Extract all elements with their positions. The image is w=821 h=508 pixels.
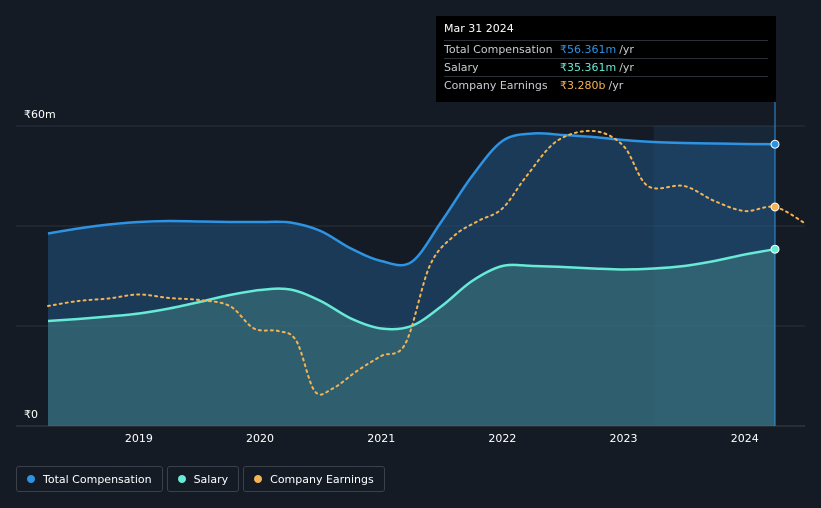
y-tick-label-bottom: ₹0	[24, 408, 38, 421]
x-tick-label: 2022	[488, 432, 516, 445]
x-tick-label: 2021	[367, 432, 395, 445]
tooltip-row-salary: Salary ₹35.361m /yr	[444, 58, 768, 76]
legend-item-total-compensation[interactable]: Total Compensation	[16, 466, 163, 492]
series-lines	[47, 129, 807, 396]
x-tick-label: 2019	[125, 432, 153, 445]
tooltip-row-label: Total Compensation	[444, 43, 553, 56]
legend-label: Total Compensation	[43, 472, 152, 486]
tooltip-row-unit: /yr	[608, 79, 624, 92]
tooltip-row-company-earnings: Company Earnings ₹3.280b /yr	[444, 76, 768, 94]
x-tick-label: 2024	[731, 432, 759, 445]
tooltip-row-value: ₹56.361m	[560, 43, 617, 56]
x-axis-ticks: 2019 2020 2021 2022 2023 2024	[125, 432, 759, 445]
y-axis-ticks: ₹60m ₹0	[24, 108, 56, 421]
tooltip-row-unit: /yr	[619, 43, 634, 56]
line-total-compensation	[47, 131, 776, 267]
x-tick-label: 2023	[610, 432, 638, 445]
legend-item-company-earnings[interactable]: Company Earnings	[243, 466, 385, 492]
tooltip-row-label: Salary	[444, 61, 479, 74]
chart-legend: Total Compensation Salary Company Earnin…	[16, 466, 385, 492]
marker-total-compensation	[770, 139, 780, 149]
tooltip-row-label: Company Earnings	[444, 79, 548, 92]
area-total-compensation	[48, 133, 775, 426]
marker-salary	[770, 244, 780, 254]
legend-dot-icon	[27, 475, 35, 483]
y-tick-label-top: ₹60m	[24, 108, 56, 121]
tooltip-date: Mar 31 2024	[444, 22, 514, 35]
hover-markers	[770, 139, 780, 254]
legend-label: Salary	[193, 472, 229, 486]
tooltip-row-total-compensation: Total Compensation ₹56.361m /yr	[444, 40, 768, 58]
tooltip-row-value: ₹35.361m	[560, 61, 617, 74]
marker-company-earnings	[770, 202, 780, 212]
area-salary	[48, 249, 775, 426]
tooltip-row-value: ₹3.280b	[560, 79, 606, 92]
x-tick-label: 2020	[246, 432, 274, 445]
legend-item-salary[interactable]: Salary	[166, 466, 240, 492]
legend-dot-icon	[254, 475, 263, 483]
series-areas	[48, 133, 775, 426]
legend-label: Company Earnings	[270, 472, 374, 486]
line-company-earnings	[47, 129, 807, 396]
tooltip-row-unit: /yr	[619, 61, 634, 74]
legend-dot-icon	[177, 475, 186, 483]
hover-tooltip: Mar 31 2024 Total Compensation ₹56.361m …	[436, 16, 776, 102]
